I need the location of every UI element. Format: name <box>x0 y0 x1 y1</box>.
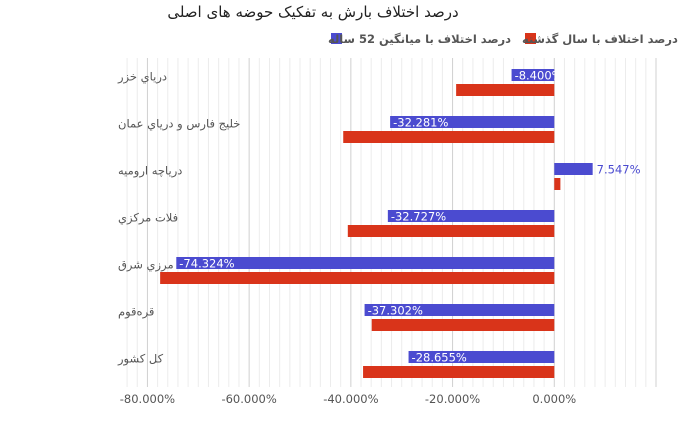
bar-avg-52-year <box>511 69 555 81</box>
bar-last-year <box>456 84 555 96</box>
x-tick-label: -60.000% <box>221 392 276 406</box>
category-label: درياچه اروميه <box>118 164 182 179</box>
category-label: خليج فارس و درياي عمان <box>118 117 240 132</box>
category-labels: درياي خزر خليج فارس و درياي عمان درياچه ار… <box>117 70 240 367</box>
bar-avg-52-year <box>390 116 555 128</box>
chart-title: درصد اختلاف بارش به تفکیک حوضه های اصلی <box>167 3 458 21</box>
legend: درصد اختلاف با سال گذشته درصد اختلاف با م… <box>328 32 678 46</box>
legend-label-last-year[interactable]: درصد اختلاف با سال گذشته <box>522 32 678 46</box>
bar-last-year <box>363 366 555 378</box>
category-label: قرەقوم <box>118 305 154 320</box>
bar-avg-52-year <box>176 257 555 269</box>
x-tick-label: -40.000% <box>323 392 378 406</box>
data-label: -74.324% <box>179 257 234 271</box>
x-tick-label: -20.000% <box>425 392 480 406</box>
legend-swatch-avg-52-year[interactable] <box>331 33 342 44</box>
x-tick-label: -80.000% <box>120 392 175 406</box>
grid <box>126 58 657 387</box>
bar-avg-52-year <box>364 304 555 316</box>
bar-avg-52-year <box>554 163 593 175</box>
category-label: كل كشور <box>117 352 164 367</box>
x-tick-label: 0.000% <box>532 392 576 406</box>
category-label: مرزي شرق <box>118 258 174 273</box>
data-labels: -8.400% -32.281% 7.547% -32.727% -74.324% -37… <box>179 69 640 365</box>
bar-last-year <box>347 225 555 237</box>
data-label: -32.727% <box>391 210 446 224</box>
bar-last-year <box>554 178 561 190</box>
data-label: -37.302% <box>368 304 423 318</box>
legend-swatch-last-year[interactable] <box>525 33 536 44</box>
bar-last-year <box>343 131 555 143</box>
x-axis-ticks: -80.000% -60.000% -40.000% -20.000% 0.000% <box>120 392 577 406</box>
data-label: -32.281% <box>393 116 448 130</box>
bars <box>160 69 593 378</box>
data-label: -8.400% <box>515 69 563 83</box>
bar-last-year <box>371 319 555 331</box>
bar-last-year <box>160 272 555 284</box>
data-label: 7.547% <box>597 163 641 177</box>
bar-avg-52-year <box>387 210 555 222</box>
category-label: درياي خزر <box>117 70 167 85</box>
legend-label-avg-52-year[interactable]: درصد اختلاف با میانگین 52 ساله <box>328 32 511 46</box>
data-label: -28.655% <box>412 351 467 365</box>
category-label: فلات مركزي <box>118 211 178 226</box>
bar-avg-52-year <box>408 351 555 363</box>
